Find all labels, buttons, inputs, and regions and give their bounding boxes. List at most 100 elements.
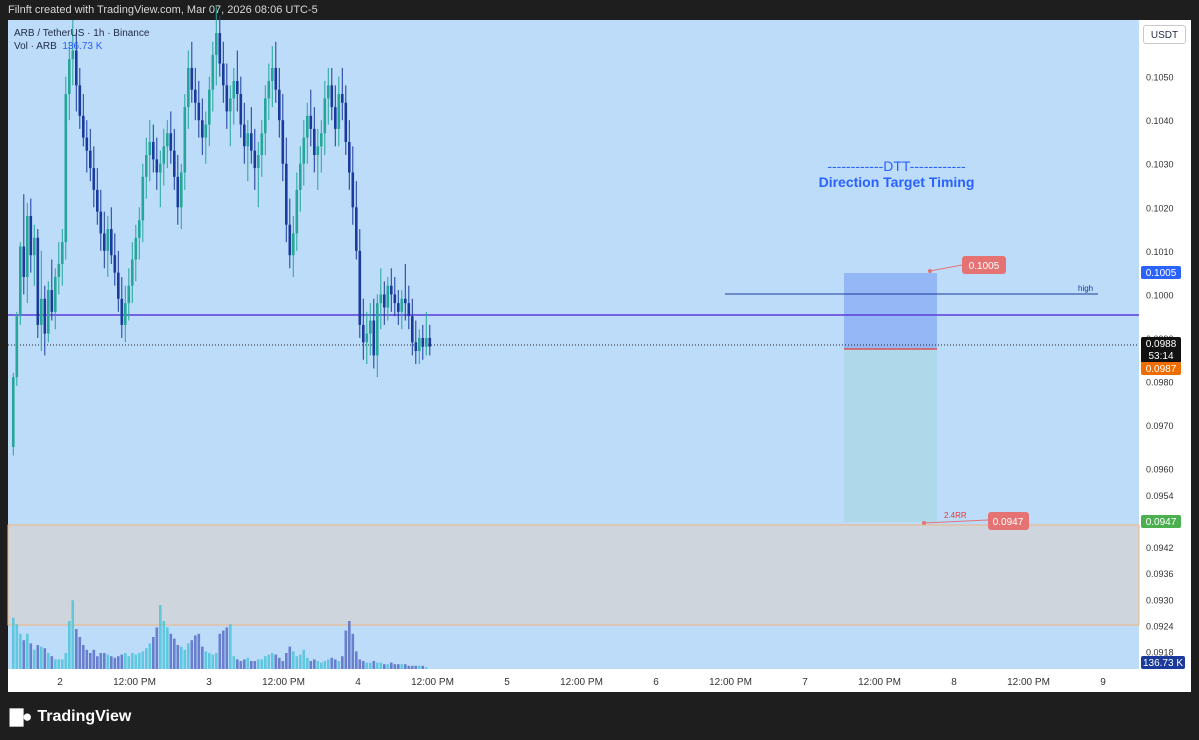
volume-bar: [323, 661, 327, 669]
candle-body: [22, 246, 26, 277]
candle-body: [362, 324, 365, 343]
volume-bar: [96, 656, 99, 669]
volume-legend[interactable]: Vol · ARB 136.73 K: [14, 41, 102, 52]
candle-body: [369, 320, 372, 334]
volume-bar: [99, 653, 103, 669]
candle-body: [169, 133, 173, 151]
candle-body: [288, 224, 292, 256]
time-tick-label: 12:00 PM: [1007, 677, 1050, 688]
volume-bar: [348, 621, 351, 669]
candle-body: [313, 128, 316, 156]
candle-body: [204, 124, 208, 138]
currency-button[interactable]: USDT: [1143, 25, 1186, 44]
volume-bar: [320, 662, 323, 669]
candle-body: [124, 303, 127, 325]
candle-body: [12, 377, 15, 447]
stop-tag-dot: [922, 521, 926, 525]
candle-body: [152, 141, 155, 160]
candle-body: [183, 107, 187, 173]
svg-text:136.73 K: 136.73 K: [1143, 658, 1183, 669]
volume-bar: [61, 659, 64, 669]
candle-body: [127, 285, 131, 304]
price-tick-label: 0.0980: [1146, 378, 1174, 388]
volume-bar: [120, 654, 124, 669]
candle-body: [71, 50, 75, 60]
rr-label: 2.4RR: [944, 511, 967, 520]
stop-tag-leader: [923, 519, 989, 524]
footer-bar: ▇● TradingView: [0, 700, 1199, 740]
candle-body: [421, 337, 425, 347]
candle-body: [316, 146, 320, 156]
candle-body: [309, 115, 313, 129]
volume-bar: [169, 633, 173, 669]
volume-bar: [316, 661, 320, 669]
volume-bar: [201, 646, 204, 669]
candle-body: [306, 115, 309, 138]
candle-body: [36, 237, 40, 325]
volume-bar: [330, 657, 334, 669]
candle-body: [145, 155, 148, 177]
short-position-target-zone[interactable]: [844, 349, 937, 522]
candle-body: [50, 290, 54, 312]
volume-bar: [12, 617, 15, 669]
time-tick-label: 12:00 PM: [709, 677, 752, 688]
candle-body: [218, 33, 222, 64]
tradingview-logo[interactable]: ▇● TradingView: [10, 707, 131, 727]
target-tag-text: 0.1005: [969, 261, 1000, 272]
time-tick-label: 12:00 PM: [858, 677, 901, 688]
candle-body: [295, 189, 299, 234]
candle-body: [232, 80, 236, 99]
volume-bar: [351, 633, 355, 669]
volume-bar: [425, 667, 428, 669]
candle-body: [425, 337, 428, 347]
candle-body: [208, 89, 211, 125]
stop-tag-box[interactable]: [988, 512, 1029, 530]
volume-legend-label: Vol · ARB: [14, 41, 57, 52]
candle-body: [365, 333, 369, 343]
candle-body: [96, 189, 99, 212]
volume-bars: [12, 600, 428, 669]
volume-bar: [138, 653, 141, 669]
tradingview-logo-icon: ▇●: [10, 707, 32, 726]
time-axis[interactable]: 2 12:00 PM 3 12:00 PM 4 12:00 PM 5 12:00 PM 6 12:…: [57, 677, 1106, 688]
volume-bar: [306, 657, 309, 669]
price-tick-label: 0.0960: [1146, 465, 1174, 475]
volume-bar: [418, 665, 421, 669]
candle-body: [341, 94, 344, 103]
volume-bar: [71, 600, 75, 669]
dtt-subtitle: Direction Target Timing: [818, 174, 975, 190]
volume-bar: [103, 653, 106, 669]
candle-body: [397, 303, 400, 312]
symbol-legend[interactable]: ARB / TetherUS · 1h · Binance: [14, 28, 150, 39]
candle-body: [393, 294, 397, 304]
target-tag-box[interactable]: [962, 256, 1006, 274]
candle-body: [82, 115, 85, 138]
candle-body: [120, 298, 124, 325]
volume-bar: [236, 659, 239, 669]
price-tick-label: 0.0942: [1146, 543, 1174, 553]
volume-bar: [225, 627, 229, 669]
time-tick-label: 3: [206, 677, 212, 688]
volume-bar: [267, 654, 271, 669]
candle-body: [274, 67, 278, 90]
volume-bar: [134, 654, 138, 669]
volume-bar: [29, 643, 33, 669]
candle-body: [155, 159, 159, 173]
candle-body: [271, 67, 274, 81]
volume-bar: [78, 637, 82, 669]
price-tick-label: 0.0930: [1146, 595, 1174, 605]
candle-body: [141, 176, 145, 221]
candle-body: [337, 94, 341, 129]
volume-bar: [253, 661, 257, 669]
volume-bar: [117, 656, 120, 669]
volume-bar: [386, 664, 390, 669]
candle-body: [134, 237, 138, 260]
candle-body: [190, 67, 194, 90]
candle-body: [54, 276, 57, 312]
price-tick-label: 0.0954: [1146, 491, 1174, 501]
volume-bar: [211, 654, 215, 669]
short-position-stop-zone[interactable]: [844, 273, 937, 349]
candle-body: [278, 89, 281, 121]
price-chart[interactable]: high 0.1005 2.4RR 0.0947 0.10600.10500.1…: [0, 0, 1199, 700]
candle-body: [159, 163, 162, 173]
